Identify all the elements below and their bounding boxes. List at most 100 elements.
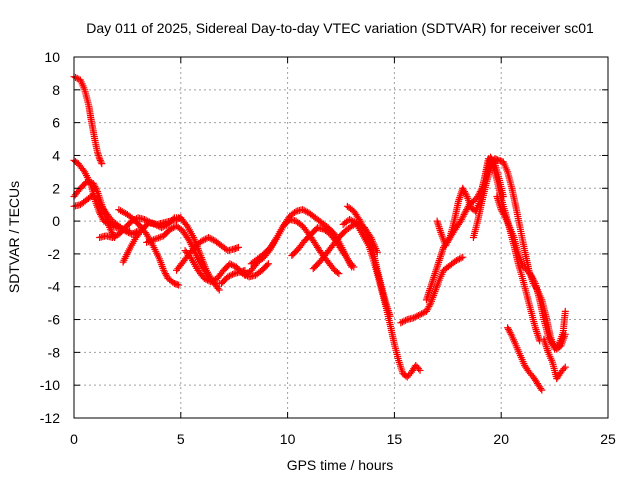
y-tick-label: 0 [52, 213, 60, 229]
series-track-4 [70, 191, 142, 238]
data-point [214, 284, 222, 292]
data-point [426, 301, 434, 309]
data-point [442, 242, 450, 250]
data-point [507, 330, 515, 338]
data-point [501, 212, 509, 220]
data-point [90, 181, 98, 189]
data-point [462, 191, 470, 199]
data-point [200, 275, 208, 283]
y-tick-label: 4 [52, 147, 60, 163]
data-point [560, 365, 568, 373]
data-point [96, 209, 104, 217]
data-point [335, 270, 343, 278]
data-point [355, 215, 363, 223]
data-point [89, 179, 97, 187]
data-point [561, 363, 569, 371]
data-point [186, 253, 194, 261]
data-point [544, 332, 552, 340]
data-point [302, 207, 310, 215]
y-tick-label: 2 [52, 180, 60, 196]
data-point [98, 160, 106, 168]
data-point [229, 270, 237, 278]
data-point [537, 384, 545, 392]
data-point [112, 232, 120, 240]
axis-ticks: 0 5 10 15 20 25 -12 -10 -8 -6 -4 -2 0 2 4 6 8 10 [40, 49, 616, 447]
data-point [159, 223, 167, 231]
data-point [184, 235, 192, 243]
data-point [413, 312, 421, 320]
data-point [264, 260, 272, 268]
series-track-12 [241, 215, 343, 279]
data-point [225, 272, 233, 280]
y-tick-label: 6 [52, 115, 60, 131]
data-point [161, 222, 169, 230]
data-point [416, 311, 424, 319]
data-point [124, 229, 132, 237]
data-point [140, 215, 148, 223]
data-point [146, 237, 154, 245]
data-point [460, 188, 468, 196]
series-track-9 [173, 234, 242, 274]
data-point [229, 261, 237, 269]
series-track-19 [433, 155, 544, 345]
data-point [457, 215, 465, 223]
data-point [210, 276, 218, 284]
data-point [459, 184, 467, 192]
data-point [205, 234, 213, 241]
data-point [418, 310, 426, 318]
data-point [128, 230, 136, 238]
data-point [456, 255, 464, 263]
y-tick-label: 10 [44, 49, 60, 65]
data-point [424, 304, 432, 312]
data-point [107, 227, 115, 235]
data-point [228, 261, 236, 269]
data-point [561, 330, 569, 338]
data-point [504, 324, 512, 332]
data-point [166, 225, 174, 233]
data-point [201, 235, 209, 243]
data-point [151, 220, 159, 228]
data-point [350, 263, 358, 271]
data-point [263, 261, 271, 269]
data-point [156, 233, 164, 241]
data-point [547, 337, 555, 345]
data-point [457, 217, 465, 225]
y-tick-label: -12 [40, 410, 60, 426]
x-tick-label: 5 [177, 431, 185, 447]
data-point [410, 314, 418, 322]
data-point [143, 238, 151, 246]
data-point [397, 319, 405, 327]
data-point [96, 155, 104, 163]
data-point [149, 236, 157, 244]
data-point [505, 327, 513, 335]
data-point [415, 365, 423, 373]
data-point [106, 225, 114, 233]
x-tick-label: 20 [493, 431, 509, 447]
data-point [538, 386, 546, 394]
y-axis-label: SDTVAR / TECUs [6, 181, 22, 293]
data-point [151, 235, 159, 243]
data-point [458, 214, 466, 222]
data-point [459, 212, 467, 220]
data-point [208, 235, 216, 243]
data-point [200, 236, 208, 244]
data-point [414, 311, 422, 319]
data-point [97, 158, 105, 166]
data-point [234, 243, 242, 251]
data-point [346, 215, 354, 223]
data-point [527, 271, 535, 279]
data-point [91, 183, 99, 191]
data-point [454, 256, 462, 264]
data-point [422, 307, 430, 315]
y-tick-label: -6 [48, 312, 61, 328]
data-point [416, 366, 424, 374]
data-point [291, 208, 299, 216]
data-point [162, 271, 170, 279]
data-point [386, 312, 394, 320]
data-point [72, 74, 80, 82]
data-point [411, 313, 419, 321]
x-tick-label: 10 [280, 431, 296, 447]
data-point [425, 302, 433, 310]
data-point [79, 166, 87, 174]
